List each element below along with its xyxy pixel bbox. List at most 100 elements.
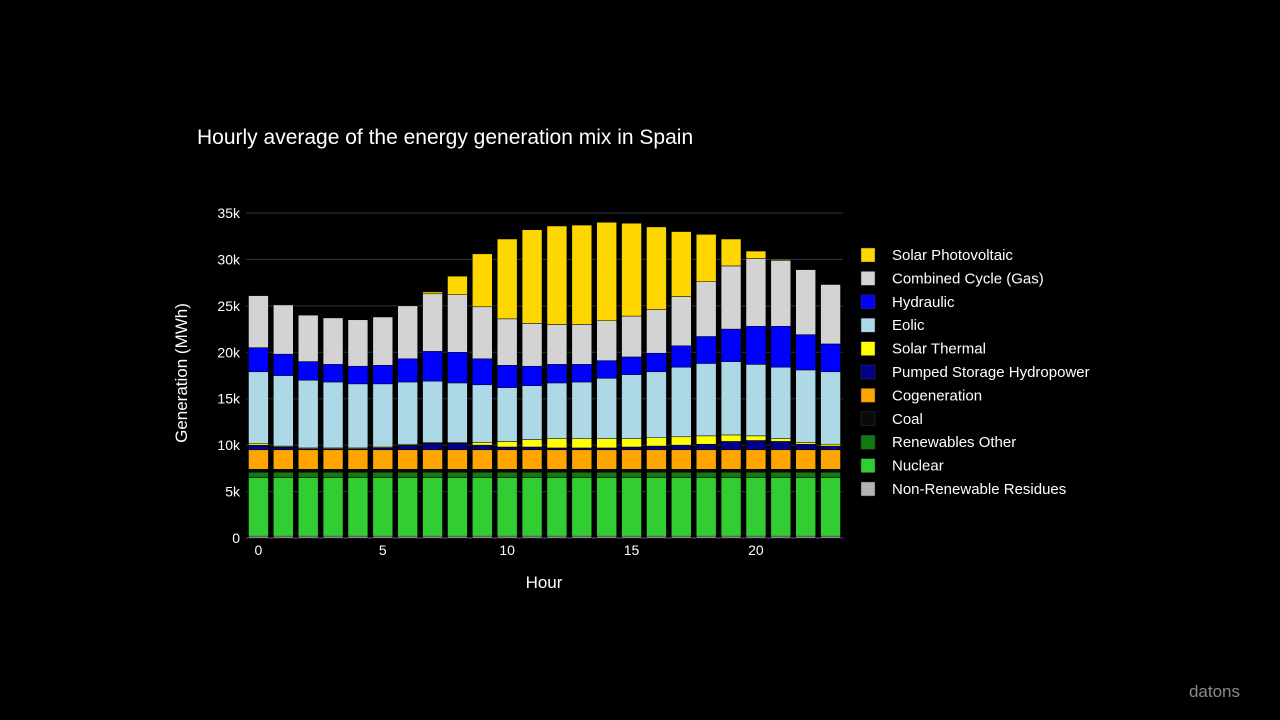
bar-segment <box>621 477 642 537</box>
legend-label: Cogeneration <box>892 387 982 404</box>
bar-segment <box>745 469 767 473</box>
bar-segment <box>646 535 667 539</box>
bar-segment <box>521 385 543 440</box>
bar-segment <box>521 323 543 367</box>
bar-segment <box>472 535 493 539</box>
bar-segment <box>671 296 692 347</box>
legend-label: Renewables Other <box>892 434 1016 451</box>
legend-swatch <box>860 411 876 427</box>
bar-segment <box>297 314 319 362</box>
bar-segment <box>546 535 568 539</box>
bar-segment <box>496 238 518 320</box>
bar-segment <box>795 442 816 445</box>
bar-segment <box>671 449 692 470</box>
bar-segment <box>422 380 443 443</box>
bar-segment <box>422 471 443 478</box>
bar-segment <box>447 471 468 478</box>
bar-segment <box>248 371 269 444</box>
bar-segment <box>422 469 443 473</box>
bar-segment <box>322 535 344 539</box>
bar-segment <box>273 535 294 539</box>
bar-segment <box>472 253 493 308</box>
bar-segment <box>546 438 568 449</box>
bar-segment <box>546 449 568 470</box>
bar-segment <box>571 471 593 478</box>
bar-segment <box>546 477 568 537</box>
legend-swatch <box>860 364 876 380</box>
bar-segment <box>770 535 792 539</box>
bar-segment <box>546 471 568 478</box>
bar-segment <box>745 471 767 478</box>
bar-segment <box>695 281 717 337</box>
bar-segment <box>273 477 294 537</box>
y-tick-label: 20k <box>217 344 241 360</box>
y-tick-label: 35k <box>217 205 241 221</box>
legend-swatch <box>860 247 876 263</box>
bar-segment <box>472 384 493 443</box>
bar-segment <box>472 358 493 386</box>
y-axis-ticks: 0 5k 10k 15k 20k 25k 30k 35k <box>217 205 241 546</box>
bars <box>248 222 841 539</box>
bar-segment <box>720 238 742 267</box>
bar-segment <box>571 447 593 451</box>
bar-segment <box>297 449 319 470</box>
legend-swatch <box>860 434 876 450</box>
bar-segment <box>372 447 394 451</box>
bar-segment <box>621 374 642 439</box>
bar-segment <box>745 364 767 437</box>
bar-segment <box>397 381 418 445</box>
bar-segment <box>397 449 418 470</box>
bar-segment <box>521 229 543 324</box>
bar-segment <box>496 469 518 473</box>
bar-segment <box>521 469 543 473</box>
x-axis-ticks: 0 5 10 15 20 <box>255 542 764 558</box>
bar-segment <box>770 326 792 368</box>
bar-segment <box>248 535 269 539</box>
legend-label: Coal <box>892 411 923 428</box>
x-tick-label: 20 <box>748 542 764 558</box>
bar-segment <box>621 438 642 448</box>
bar-segment <box>248 477 269 537</box>
bar-segment <box>571 324 593 365</box>
bar-segment <box>273 353 294 376</box>
y-tick-label: 10k <box>217 437 241 453</box>
legend-label: Solar Photovoltaic <box>892 247 1013 264</box>
bar-segment <box>646 352 667 373</box>
bar-segment <box>297 361 319 381</box>
y-tick-label: 5k <box>225 484 241 500</box>
bar-segment <box>248 449 269 470</box>
bar-segment <box>596 477 617 537</box>
bar-segment <box>646 309 667 354</box>
bar-segment <box>571 469 593 473</box>
legend-swatch <box>860 341 876 356</box>
bar-segment <box>273 304 294 355</box>
bar-segment <box>273 446 294 451</box>
bar-segment <box>820 445 841 451</box>
bar-segment <box>521 365 543 386</box>
bar-segment <box>447 535 468 539</box>
bar-segment <box>347 469 369 473</box>
bar-segment <box>695 449 717 470</box>
bar-segment <box>322 471 344 478</box>
bar-segment <box>671 477 692 537</box>
bar-segment <box>720 434 742 442</box>
bar-segment <box>671 366 692 438</box>
legend: Solar Photovoltaic Combined Cycle (Gas) Hy… <box>860 247 1090 498</box>
bar-segment <box>447 382 468 443</box>
bar-segment <box>472 449 493 470</box>
bar-segment <box>745 440 767 451</box>
bar-segment <box>671 436 692 446</box>
bar-segment <box>571 535 593 539</box>
bar-segment <box>820 449 841 470</box>
bar-segment <box>397 444 418 451</box>
bar-segment <box>795 443 816 451</box>
bar-segment <box>795 269 816 335</box>
bar-segment <box>347 319 369 367</box>
bar-segment <box>621 222 642 317</box>
bar-segment <box>795 471 816 478</box>
legend-label: Eolic <box>892 317 925 334</box>
bar-segment <box>521 477 543 537</box>
bar-segment <box>422 535 443 539</box>
bar-segment <box>745 535 767 539</box>
legend-swatch <box>860 388 876 403</box>
